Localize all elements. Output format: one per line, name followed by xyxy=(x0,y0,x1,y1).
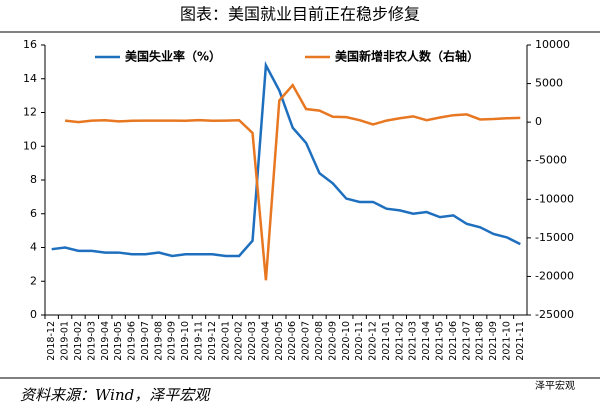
x-tick-label: 2020-02 xyxy=(234,321,245,361)
x-tick-label: 2020-09 xyxy=(327,321,338,361)
y-tick-label: 0 xyxy=(30,308,37,321)
y2-tick-label: 5000 xyxy=(535,77,563,90)
x-tick-label: 2021-09 xyxy=(488,321,499,361)
x-tick-label: 2020-07 xyxy=(301,321,312,361)
x-tick-label: 2019-01 xyxy=(60,321,71,361)
x-tick-label: 2019-05 xyxy=(113,321,124,361)
x-tick-label: 2020-04 xyxy=(260,321,271,361)
series-line xyxy=(51,60,521,258)
y2-tick-label: -20000 xyxy=(535,269,574,282)
x-tick-label: 2021-10 xyxy=(501,321,512,361)
x-tick-label: 2021-07 xyxy=(461,321,472,361)
y-tick-label: 4 xyxy=(30,241,37,254)
y-tick-label: 16 xyxy=(23,38,37,51)
x-tick-label: 2019-08 xyxy=(153,321,164,361)
y-tick-label: 14 xyxy=(23,72,37,85)
x-tick-label: 2020-10 xyxy=(341,321,352,361)
x-tick-label: 2019-09 xyxy=(167,321,178,361)
x-tick-label: 2018-12 xyxy=(46,321,57,361)
y2-tick-label: -5000 xyxy=(535,154,567,167)
x-tick-label: 2019-10 xyxy=(180,321,191,361)
series-line xyxy=(64,82,521,281)
x-tick-label: 2020-01 xyxy=(220,321,231,361)
x-tick-label: 2020-11 xyxy=(354,321,365,361)
y2-tick-label: -10000 xyxy=(535,192,574,205)
x-tick-label: 2019-03 xyxy=(86,321,97,361)
x-tick-label: 2021-11 xyxy=(515,321,526,361)
x-tick-label: 2020-06 xyxy=(287,321,298,361)
y-tick-label: 6 xyxy=(30,207,37,220)
watermark: 泽平宏观 xyxy=(535,379,575,392)
x-tick-label: 2019-02 xyxy=(73,321,84,361)
y2-tick-label: 0 xyxy=(535,115,542,128)
y-tick-label: 12 xyxy=(23,106,37,119)
chart-title: 图表：美国就业目前正在稳步修复 xyxy=(180,5,420,24)
x-tick-label: 2019-06 xyxy=(127,321,138,361)
x-tick-label: 2021-08 xyxy=(475,321,486,361)
x-tick-label: 2020-08 xyxy=(314,321,325,361)
x-tick-label: 2020-12 xyxy=(368,321,379,361)
y-tick-label: 10 xyxy=(23,139,37,152)
y2-tick-label: 10000 xyxy=(535,38,570,51)
y-tick-label: 8 xyxy=(30,173,37,186)
x-tick-label: 2019-04 xyxy=(100,321,111,361)
x-tick-label: 2019-12 xyxy=(207,321,218,361)
source: 资料来源：Wind，泽平宏观 xyxy=(20,386,211,404)
x-tick-label: 2021-04 xyxy=(421,321,432,361)
x-tick-label: 2021-03 xyxy=(408,321,419,361)
legend-label: 美国新增非农人数（右轴） xyxy=(335,49,479,64)
x-tick-label: 2021-06 xyxy=(448,321,459,361)
y-tick-label: 2 xyxy=(30,274,37,287)
y2-tick-label: -25000 xyxy=(535,308,574,321)
y2-tick-label: -15000 xyxy=(535,231,574,244)
x-tick-label: 2021-02 xyxy=(394,321,405,361)
x-tick-label: 2019-07 xyxy=(140,321,151,361)
x-tick-label: 2020-05 xyxy=(274,321,285,361)
x-tick-label: 2021-05 xyxy=(434,321,445,361)
x-tick-label: 2020-03 xyxy=(247,321,258,361)
x-tick-label: 2021-01 xyxy=(381,321,392,361)
legend-label: 美国失业率（%） xyxy=(125,49,221,64)
x-tick-label: 2019-11 xyxy=(193,321,204,361)
